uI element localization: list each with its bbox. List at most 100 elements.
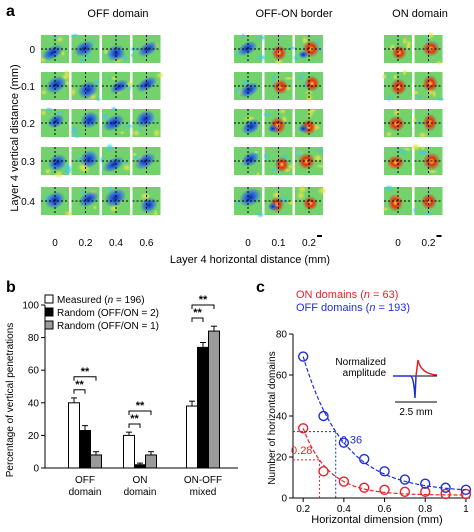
on-response-blob: [271, 44, 287, 61]
off-response-blob: [110, 79, 129, 94]
noise-blob: [55, 35, 65, 43]
panel-b-bar-chart: Percentage of vertical penetrations 0 20 4…: [5, 294, 238, 498]
significance-bracket: [128, 410, 152, 415]
noise-blob: [426, 31, 435, 40]
legend-label-part: ON domains (: [296, 289, 364, 301]
bar: [123, 434, 135, 469]
noise-blob: [412, 117, 417, 124]
heatmap-cell: [71, 147, 100, 175]
y-tick-label: 0: [33, 464, 39, 475]
panel-letter-b: b: [6, 279, 16, 296]
noise-blob: [423, 211, 434, 217]
on-response-blob: [304, 75, 320, 92]
data-point: [379, 484, 390, 495]
heatmap-cell: [412, 109, 443, 139]
noise-blob: [386, 94, 393, 102]
heatmap-cell: [132, 71, 165, 100]
fit-curve: [302, 356, 466, 491]
noise-blob: [130, 52, 135, 59]
legend-swatch: [44, 307, 54, 317]
panel-a-xtick: 0.6: [140, 238, 154, 249]
y-tick-label: 20: [276, 453, 288, 464]
noise-blob: [392, 73, 398, 81]
on-response-blob: [390, 78, 407, 96]
significance-bracket: [191, 317, 204, 323]
data-point: [359, 453, 370, 465]
legend-label: Random (OFF/ON = 2): [57, 308, 159, 319]
heatmap-cell: [69, 33, 100, 64]
heatmap-cell: [69, 109, 100, 139]
heatmap-cell: [69, 72, 102, 102]
noise-blob: [262, 153, 270, 160]
heatmap-cell: [412, 187, 443, 217]
noise-blob: [155, 71, 165, 80]
heatmap-cell: [71, 187, 100, 215]
noise-blob: [255, 171, 261, 177]
noise-blob: [385, 130, 393, 138]
on-response-blob: [302, 196, 318, 211]
significance-bracket: [128, 423, 141, 428]
on-response-blob: [387, 115, 406, 132]
bar: [208, 330, 220, 469]
heatmap-cell: [295, 147, 326, 175]
y-tick-label: 0: [281, 494, 287, 505]
panel-letter-a: a: [6, 3, 15, 20]
noise-blob: [40, 89, 48, 96]
noise-blob: [410, 142, 421, 152]
significance-label: **: [130, 413, 139, 425]
data-point: [399, 474, 411, 485]
noise-blob: [152, 128, 161, 138]
heatmap-cell: [233, 72, 262, 100]
inset-scale-label: 2.5 mm: [399, 407, 432, 418]
fit-curve: [302, 428, 466, 496]
panel-b-ylabel: Percentage of vertical penetrations: [5, 323, 16, 478]
y-tick-label: 40: [28, 398, 40, 409]
panel-a-xtick: 0: [395, 238, 401, 249]
noise-blob: [54, 169, 64, 179]
heatmap-group-2: 0 0.2: [381, 31, 446, 249]
data-point: [338, 476, 350, 487]
off-response-blob: [45, 75, 67, 94]
noise-blob: [411, 90, 420, 96]
panel-a-ytick: 0.3: [21, 157, 35, 168]
legend-label: ON domains (n = 63): [296, 289, 398, 301]
heatmap-cell: [102, 72, 135, 100]
inset-on-trace: [415, 359, 438, 377]
noise-blob: [69, 87, 77, 97]
noise-blob: [131, 152, 138, 157]
data-point: [338, 437, 350, 448]
data-point: [420, 478, 431, 489]
legend-label-part: Measured (: [57, 295, 108, 306]
panel-a-ytick: 0.4: [21, 197, 35, 208]
noise-blob: [105, 142, 115, 153]
x-category-label: ON: [133, 475, 148, 486]
off-response-blob: [267, 202, 278, 211]
off-response-blob: [47, 153, 67, 172]
noise-blob: [131, 129, 141, 137]
significance-label: **: [193, 307, 202, 319]
noise-blob: [392, 108, 402, 117]
significance-bracket: [191, 304, 215, 310]
panel-a-ytick: 0.1: [21, 82, 35, 93]
heatmap-cell: [382, 184, 412, 215]
noise-blob: [292, 54, 301, 62]
off-response-blob: [241, 151, 260, 167]
noise-blob: [317, 186, 328, 196]
inset-ylabel: amplitude: [343, 368, 387, 379]
off-response-blob: [102, 156, 125, 173]
noise-blob: [40, 109, 47, 117]
legend-label-part: n: [108, 295, 114, 306]
noise-blob: [402, 68, 408, 77]
on-response-blob: [420, 193, 438, 210]
noise-blob: [396, 148, 406, 154]
noise-blob: [99, 155, 106, 165]
off-response-blob: [298, 124, 309, 133]
significance-label: **: [199, 294, 208, 306]
panel-a-xtick: 0.2: [302, 238, 316, 249]
y-tick-label: 60: [276, 371, 288, 382]
fit-label: 0.36: [341, 435, 362, 447]
y-tick-label: 60: [28, 366, 40, 377]
noise-blob: [417, 149, 425, 156]
